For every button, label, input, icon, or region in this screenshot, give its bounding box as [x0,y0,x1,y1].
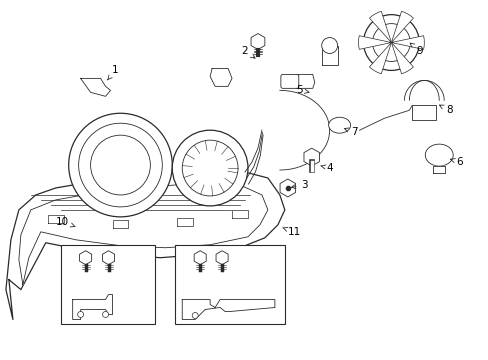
Text: 1: 1 [107,66,119,80]
Polygon shape [432,166,444,173]
Circle shape [172,130,247,206]
Text: 3: 3 [291,180,307,190]
Text: 7: 7 [344,127,357,137]
Wedge shape [368,11,390,42]
Text: 2: 2 [241,45,254,58]
Polygon shape [112,220,128,228]
Wedge shape [390,36,424,49]
Text: 9: 9 [409,43,422,55]
Polygon shape [232,210,247,218]
Text: 8: 8 [439,105,451,115]
Wedge shape [390,11,412,42]
Polygon shape [48,215,63,223]
Polygon shape [296,75,314,88]
Text: 6: 6 [449,157,462,167]
Polygon shape [182,300,274,319]
Circle shape [363,15,419,71]
Bar [61,245,155,324]
Text: 5: 5 [296,85,308,95]
Circle shape [68,113,172,217]
Wedge shape [390,42,412,74]
Polygon shape [73,294,112,319]
Polygon shape [19,183,267,285]
Bar [175,245,285,324]
Wedge shape [358,36,390,49]
Text: 4: 4 [320,163,332,173]
Polygon shape [177,218,193,226]
Polygon shape [81,78,110,96]
Ellipse shape [328,117,350,133]
Text: 10: 10 [56,217,75,227]
FancyBboxPatch shape [280,75,298,88]
Polygon shape [210,68,232,86]
Wedge shape [368,42,390,74]
Circle shape [102,311,108,318]
Polygon shape [321,45,337,66]
Text: 11: 11 [282,227,301,237]
Circle shape [321,37,337,54]
Ellipse shape [425,144,452,166]
Circle shape [78,311,83,318]
Bar [411,105,435,120]
Polygon shape [6,168,285,319]
Circle shape [192,312,198,319]
